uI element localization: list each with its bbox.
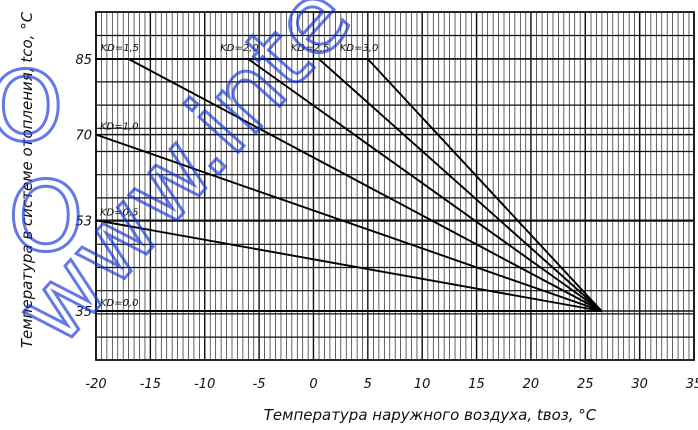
watermark-logo: O xyxy=(0,51,64,163)
series-label: KD=1,0 xyxy=(100,122,139,133)
x-tick-label: 10 xyxy=(414,377,431,392)
x-tick-label: -20 xyxy=(85,377,106,392)
x-tick-label: -15 xyxy=(140,377,161,392)
series-line xyxy=(367,58,603,312)
x-tick-label: 5 xyxy=(364,377,372,392)
series-label: KD=2,5 xyxy=(291,43,330,54)
y-tick-label: 85 xyxy=(75,53,92,68)
x-tick-label: 30 xyxy=(631,377,648,392)
y-tick-label: 70 xyxy=(75,129,92,144)
series-line xyxy=(95,219,602,312)
y-tick-label: 35 xyxy=(75,305,92,320)
y-axis-label: Температура в системе отопления, tсо, °C xyxy=(18,11,36,348)
x-tick-label: 35 xyxy=(686,377,698,392)
x-tick-label: 0 xyxy=(309,377,317,392)
x-tick-labels: -20 -15 -10 -5 0 5 10 15 20 25 30 35 xyxy=(85,377,698,392)
series-label: KD=3,0 xyxy=(340,43,379,54)
series-line xyxy=(247,58,603,312)
series-line xyxy=(318,58,603,312)
series-line xyxy=(128,58,603,312)
x-tick-label: -5 xyxy=(253,377,266,392)
x-tick-label: 20 xyxy=(523,377,540,392)
x-axis-label: Температура наружного воздуха, tвоз, °C xyxy=(264,406,597,424)
series-label: KD=0,5 xyxy=(100,207,139,218)
series-lines xyxy=(95,58,603,312)
x-tick-label: 15 xyxy=(468,377,485,392)
x-tick-label: -10 xyxy=(194,377,215,392)
y-tick-labels: 85 70 53 35 xyxy=(75,53,92,320)
series-label: KD=0,0 xyxy=(100,298,139,309)
series-label: KD=1,5 xyxy=(101,43,140,54)
series-label: KD=2,0 xyxy=(220,43,259,54)
y-tick-label: 53 xyxy=(75,214,92,229)
watermark-logo: O xyxy=(8,161,84,273)
series-labels: KD=0,0 KD=0,5 KD=1,0 KD=1,5 KD=2,0 KD=2,5 KD=3… xyxy=(100,43,378,309)
x-tick-label: 25 xyxy=(577,377,594,392)
series-line xyxy=(95,133,602,312)
